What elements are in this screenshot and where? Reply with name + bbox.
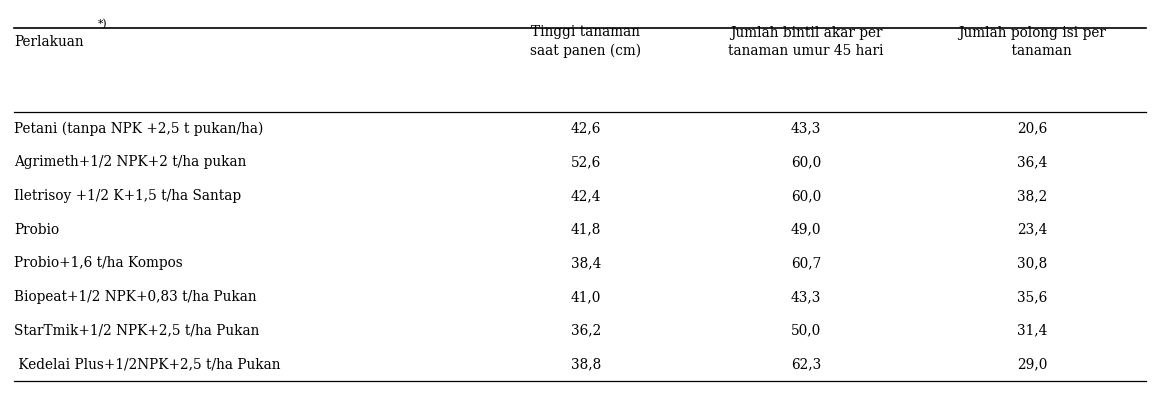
Text: Probio: Probio <box>14 223 59 237</box>
Text: 38,8: 38,8 <box>571 357 601 371</box>
Text: Iletrisoy +1/2 K+1,5 t/ha Santap: Iletrisoy +1/2 K+1,5 t/ha Santap <box>14 189 241 203</box>
Text: 36,4: 36,4 <box>1017 155 1047 169</box>
Text: 60,7: 60,7 <box>791 256 821 270</box>
Text: Agrimeth+1/2 NPK+2 t/ha pukan: Agrimeth+1/2 NPK+2 t/ha pukan <box>14 155 246 169</box>
Text: 49,0: 49,0 <box>791 223 821 237</box>
Text: 23,4: 23,4 <box>1017 223 1047 237</box>
Text: Petani (tanpa NPK +2,5 t pukan/ha): Petani (tanpa NPK +2,5 t pukan/ha) <box>14 121 263 136</box>
Text: Probio+1,6 t/ha Kompos: Probio+1,6 t/ha Kompos <box>14 256 182 270</box>
Text: 43,3: 43,3 <box>791 122 821 136</box>
Text: 50,0: 50,0 <box>791 324 821 338</box>
Text: 60,0: 60,0 <box>791 155 821 169</box>
Text: *): *) <box>97 19 107 29</box>
Text: 30,8: 30,8 <box>1017 256 1047 270</box>
Text: 35,6: 35,6 <box>1017 290 1047 304</box>
Text: 42,4: 42,4 <box>571 189 601 203</box>
Text: Kedelai Plus+1/2NPK+2,5 t/ha Pukan: Kedelai Plus+1/2NPK+2,5 t/ha Pukan <box>14 357 281 371</box>
Text: 43,3: 43,3 <box>791 290 821 304</box>
Text: Biopeat+1/2 NPK+0,83 t/ha Pukan: Biopeat+1/2 NPK+0,83 t/ha Pukan <box>14 290 256 304</box>
Text: 31,4: 31,4 <box>1017 324 1047 338</box>
Text: 52,6: 52,6 <box>571 155 601 169</box>
Text: 62,3: 62,3 <box>791 357 821 371</box>
Text: Perlakuan: Perlakuan <box>14 35 84 49</box>
Text: Tinggi tanaman
saat panen (cm): Tinggi tanaman saat panen (cm) <box>530 26 641 58</box>
Text: 41,8: 41,8 <box>571 223 601 237</box>
Text: 60,0: 60,0 <box>791 189 821 203</box>
Text: Jumlah bintil akar per
tanaman umur 45 hari: Jumlah bintil akar per tanaman umur 45 h… <box>728 26 884 58</box>
Text: StarTmik+1/2 NPK+2,5 t/ha Pukan: StarTmik+1/2 NPK+2,5 t/ha Pukan <box>14 324 260 338</box>
Text: 29,0: 29,0 <box>1017 357 1047 371</box>
Text: 41,0: 41,0 <box>571 290 601 304</box>
Text: Jumlah polong isi per
    tanaman: Jumlah polong isi per tanaman <box>958 26 1107 58</box>
Text: 20,6: 20,6 <box>1017 122 1047 136</box>
Text: 38,4: 38,4 <box>571 256 601 270</box>
Text: 38,2: 38,2 <box>1017 189 1047 203</box>
Text: 36,2: 36,2 <box>571 324 601 338</box>
Text: 42,6: 42,6 <box>571 122 601 136</box>
